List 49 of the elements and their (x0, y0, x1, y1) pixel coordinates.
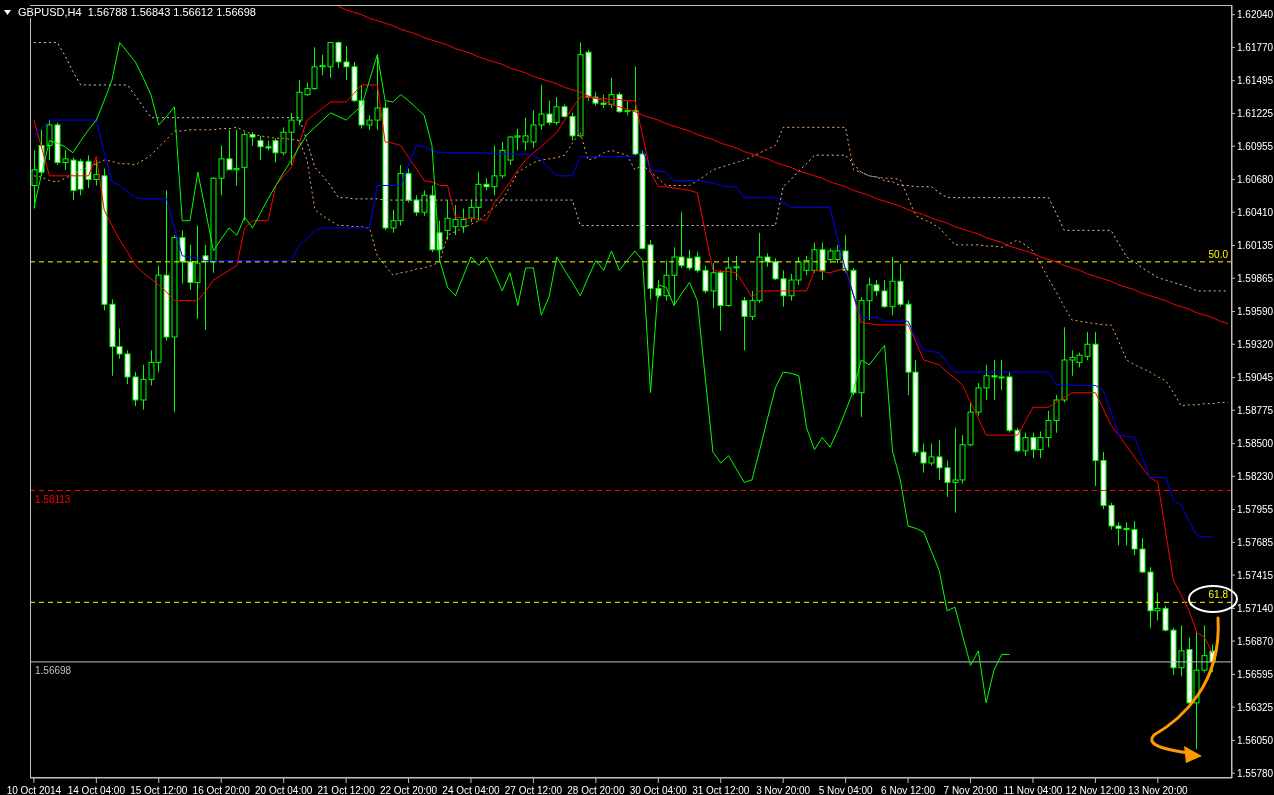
y-tick-label: 1.61225 (1237, 107, 1274, 119)
x-tick-label: 28 Oct 20:00 (567, 785, 625, 795)
y-tick-label: 1.56325 (1237, 701, 1274, 713)
y-tick-label: 1.60410 (1237, 206, 1274, 218)
x-tick-label: 3 Nov 20:00 (756, 785, 811, 795)
y-tick-label: 1.56595 (1237, 668, 1274, 680)
x-tick-label: 31 Oct 12:00 (692, 785, 750, 795)
y-tick-label: 1.58775 (1237, 404, 1274, 416)
x-tick-label: 22 Oct 20:00 (379, 785, 438, 795)
x-tick-label: 5 Nov 04:00 (818, 785, 874, 795)
annotation: 61.8 (1208, 589, 1229, 601)
y-tick-label: 1.59320 (1237, 338, 1274, 350)
x-tick-label: 27 Oct 12:00 (504, 785, 563, 795)
annotation: 50.0 (1208, 248, 1229, 260)
y-tick-label: 1.57955 (1237, 504, 1274, 516)
x-tick-label: 11 Nov 04:00 (1003, 785, 1063, 795)
x-tick-label: 6 Nov 12:00 (881, 785, 936, 795)
x-tick-label: 13 Nov 20:00 (1128, 785, 1189, 795)
x-tick-label: 16 Oct 20:00 (192, 785, 251, 795)
y-tick-label: 1.57140 (1237, 602, 1274, 614)
y-tick-label: 1.59590 (1237, 306, 1274, 318)
y-tick-label: 1.56050 (1237, 734, 1274, 746)
chart-title: GBPUSD,H4 1.56788 1.56843 1.56612 1.56698 (16, 6, 258, 18)
x-tick-label: 14 Oct 04:00 (67, 785, 126, 795)
y-tick-label: 1.62040 (1237, 9, 1274, 21)
y-tick-label: 1.58230 (1237, 470, 1274, 482)
x-tick-label: 21 Oct 12:00 (317, 785, 376, 795)
x-tick-label: 20 Oct 04:00 (255, 785, 313, 795)
line-series (33, 42, 1229, 292)
x-tick-label: 15 Oct 12:00 (130, 785, 188, 795)
y-tick-label: 1.61495 (1237, 75, 1274, 87)
y-tick-label: 1.57415 (1237, 569, 1274, 581)
ref-line-label: 1.56698 (35, 665, 72, 677)
ref-line-label: 1.58113 (35, 493, 71, 505)
x-tick-label: 24 Oct 04:00 (442, 785, 501, 795)
y-tick-label: 1.60680 (1237, 174, 1274, 186)
y-tick-label: 1.59045 (1237, 372, 1274, 384)
x-tick-label: 12 Nov 12:00 (1065, 785, 1126, 795)
y-tick-label: 1.57685 (1237, 536, 1274, 548)
y-tick-label: 1.60135 (1237, 240, 1274, 252)
x-tick-label: 7 Nov 20:00 (943, 785, 998, 795)
y-tick-label: 1.61770 (1237, 41, 1274, 53)
y-tick-label: 1.58500 (1237, 438, 1274, 450)
x-tick-label: 10 Oct 2014 (6, 785, 62, 795)
y-tick-label: 1.59865 (1237, 272, 1274, 284)
x-tick-label: 30 Oct 04:00 (629, 785, 688, 795)
y-tick-label: 1.55780 (1237, 767, 1274, 779)
y-tick-label: 1.56870 (1237, 635, 1274, 647)
y-tick-label: 1.60955 (1237, 140, 1274, 152)
